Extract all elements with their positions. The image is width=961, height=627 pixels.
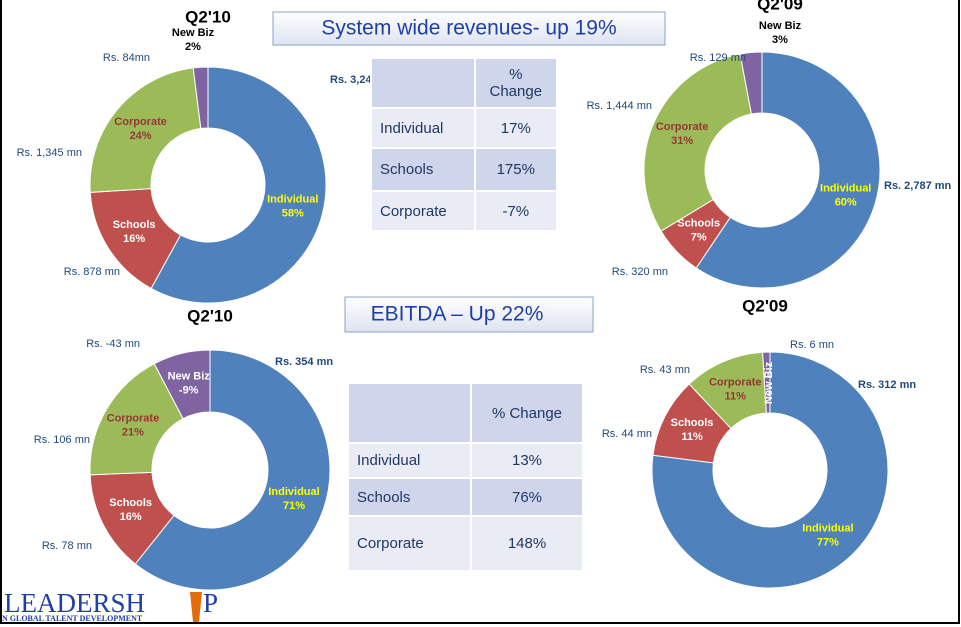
amount-label: Rs. 1,444 mn [587,100,652,112]
table-cell: Corporate [370,190,476,232]
donut-slice [150,66,327,304]
amount-label: Rs. 1,345 mn [17,147,82,159]
logo-text: P [203,588,218,618]
chart-title: Q2'10 [185,7,231,26]
donut-slice [643,53,753,232]
slice-value: 31% [671,135,693,147]
slice-value: 11% [681,431,703,443]
slice-label: New Biz [168,370,211,382]
table-cell: Schools [347,477,472,517]
donut-slice [89,67,202,193]
slice-value: 16% [120,511,142,523]
slice-value: 77% [817,537,839,549]
slice-value: -9% [179,384,199,396]
slice-value: 11% [725,391,747,403]
table-cell [370,57,476,109]
amount-label: Rs. 106 mn [34,434,90,446]
donut-slice [695,51,881,289]
table: % Change Individual 13% Schools 76% Corpor… [347,382,584,572]
slice-label: Schools [113,219,156,231]
slice-label: Corporate [107,412,160,424]
slice-value: 7% [691,231,707,243]
table-header: % Change [473,57,559,109]
slice-label: Schools [109,497,152,509]
chart-title: Q2'09 [757,0,803,13]
slice-value: 24% [130,130,152,142]
table-cell: Corporate [347,515,472,572]
table-cell: 175% [473,147,559,192]
banner-box [344,296,594,333]
donut-slice [192,66,209,130]
slice-value: 58% [282,208,304,220]
amount-label: Rs. -43 mn [86,338,140,350]
slice-value: 16% [123,233,145,245]
slice-value: 2% [185,41,201,53]
slice-value: 60% [835,196,857,208]
amount-label: Rs. 354 mn [275,356,333,368]
table-header: % Change [470,382,584,444]
banner: System wide revenues- up 19% [321,17,616,40]
table-cell: -7% [473,190,559,232]
amount-label: Rs. 320 mn [612,266,668,278]
banner: EBITDA – Up 22% [371,303,544,326]
amount-label: Rs. 878 mn [64,266,120,278]
table-cell [347,382,472,444]
donut-slice [134,349,331,591]
table-cell: 148% [470,515,584,572]
amount-label: Rs. 84mn [103,52,150,64]
amount-label: Rs. 6 mn [790,339,834,351]
chart-title: Q2'09 [742,296,788,315]
slice-value: 21% [122,426,144,438]
slice-label: Corporate [709,377,762,389]
table-cell: Schools [370,147,476,192]
donut-slice [651,351,889,589]
amount-label: Rs. 44 mn [602,428,652,440]
donut-slice [762,351,771,414]
slice-label: Individual [268,486,319,498]
slice-label: Individual [802,523,853,535]
table-cell: 76% [470,477,584,517]
chart-title: Q2'10 [187,306,233,325]
donut-slice [153,349,211,420]
amount-label: Rs. 129 mn [690,52,746,64]
table-cell: Individual [347,442,472,479]
slice-value: 71% [283,500,305,512]
table-cell: 13% [470,442,584,479]
amount-label: Rs. 312 mn [858,379,916,391]
slice-value: 3% [772,34,788,46]
slice-label: New Biz [759,20,802,32]
slice-label: Individual [267,194,318,206]
slice-label: Corporate [114,116,167,128]
logo-tagline: N GLOBAL TALENT DEVELOPMENT [2,614,143,623]
table-cell: 17% [473,107,559,149]
donut-slice [739,51,763,115]
slice-label: New Biz [172,27,215,39]
amount-label: Rs. 2,787 mn [884,180,952,192]
slice-label: Corporate [656,121,709,133]
table-cell: Individual [370,107,476,149]
amount-label: Rs. 78 mn [42,540,92,552]
slice-label: New Biz [763,361,775,404]
table: % Change Individual 17% Schools 175% Corpo… [370,57,559,232]
slice-label: Individual [820,182,871,194]
amount-label: Rs. 43 mn [640,364,690,376]
slice-label: Schools [671,417,714,429]
banner-box [272,11,666,46]
slice-label: Schools [677,217,720,229]
logo-text: LEADERSH [4,588,145,618]
